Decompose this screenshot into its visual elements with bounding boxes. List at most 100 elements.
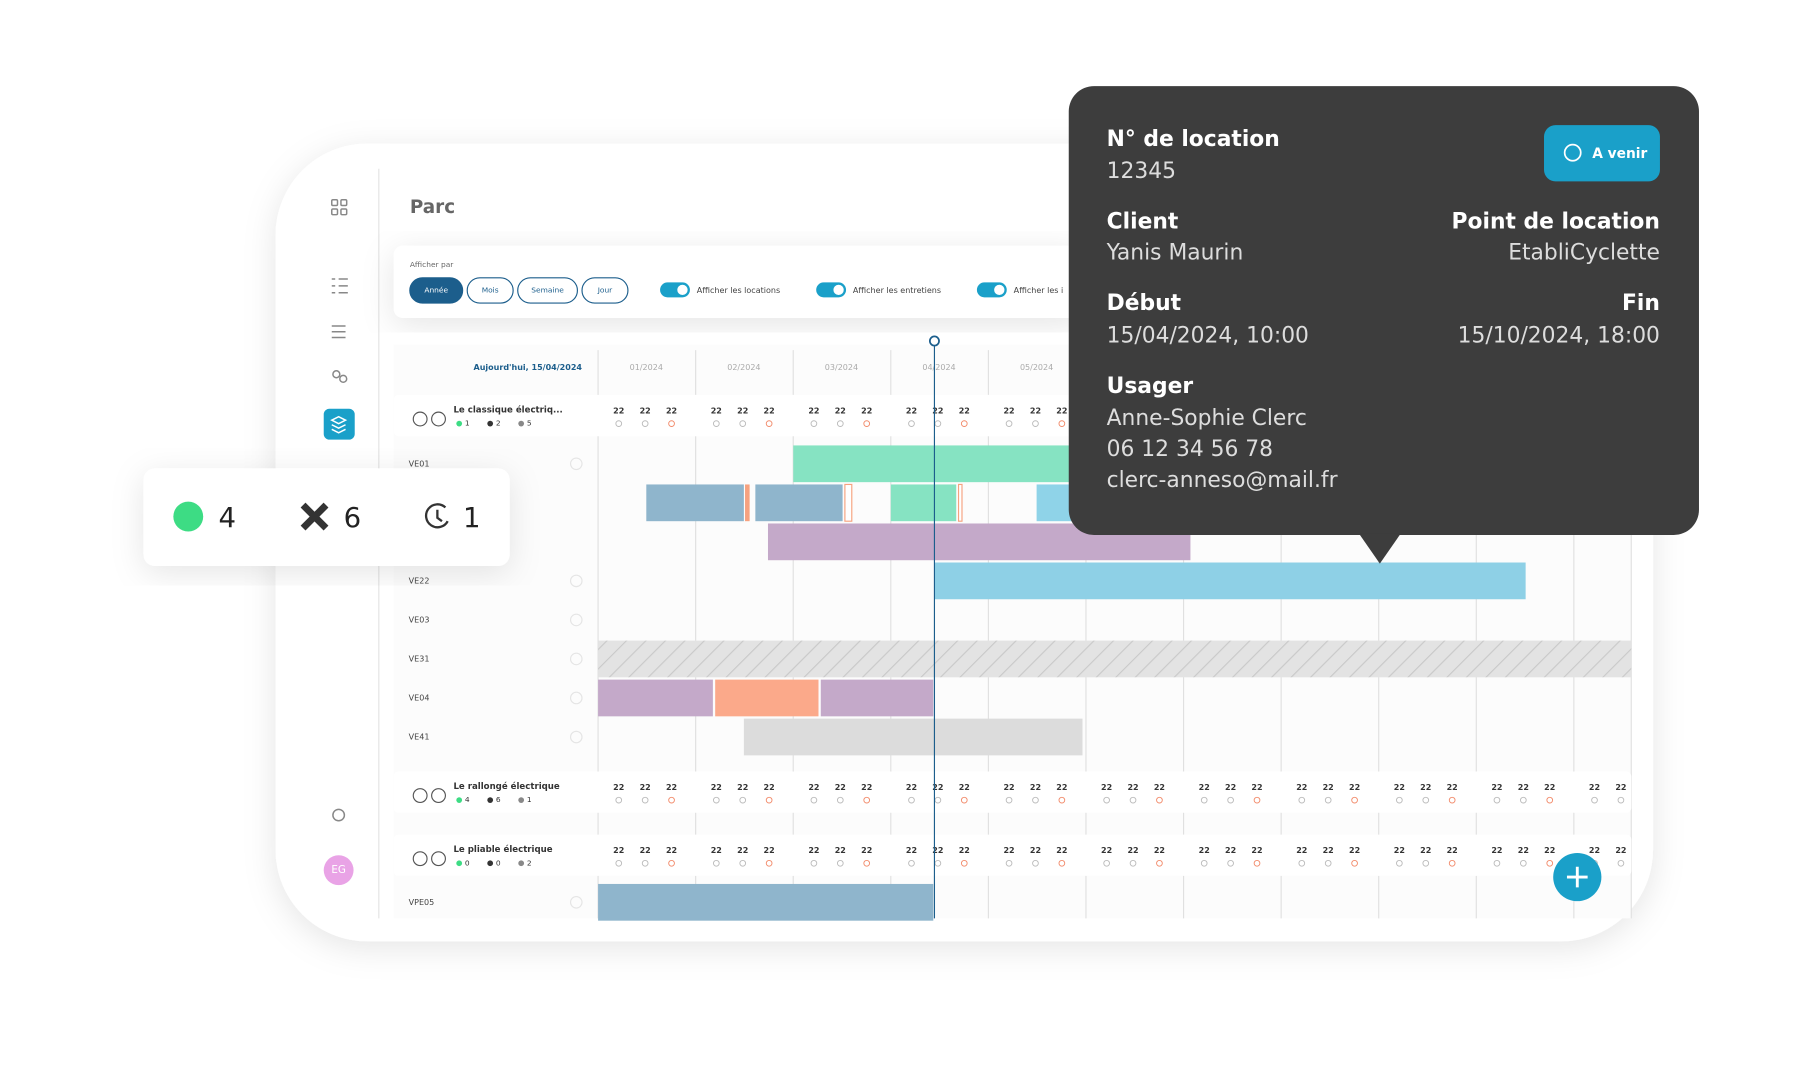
booking-bar[interactable] <box>934 562 1526 600</box>
day-icon <box>1032 796 1039 804</box>
day-icon <box>1546 796 1554 804</box>
tooltip-client-label: Client <box>1107 210 1179 235</box>
booking-bar[interactable] <box>743 718 1083 756</box>
day-icon <box>615 859 623 867</box>
toggle-label: Afficher les i <box>1014 286 1064 295</box>
day-icon <box>1129 859 1137 867</box>
bike-icon <box>412 851 428 867</box>
day-icon <box>1253 859 1261 867</box>
day-icon <box>1493 859 1501 867</box>
month-label: 02/2024 <box>727 363 760 372</box>
day-number: 22 <box>613 846 624 855</box>
day-number: 22 <box>1296 846 1307 855</box>
view-button[interactable] <box>409 277 464 304</box>
avatar[interactable]: EG <box>331 864 346 876</box>
group-count: 5 <box>527 419 532 428</box>
day-icon <box>908 859 915 867</box>
row-label: VE04 <box>409 693 430 702</box>
booking-bar[interactable] <box>598 679 713 717</box>
group-count: 1 <box>465 419 470 428</box>
day-number: 22 <box>932 406 943 415</box>
day-number: 22 <box>1225 846 1236 855</box>
day-number: 22 <box>640 406 651 415</box>
booking-bar[interactable] <box>957 483 963 522</box>
booking-bar[interactable] <box>844 483 853 522</box>
day-icon <box>668 796 675 804</box>
tooltip-rental-label: N° de location <box>1107 127 1280 152</box>
day-number: 22 <box>737 406 748 415</box>
day-icon <box>712 859 720 867</box>
day-number: 22 <box>959 846 970 855</box>
day-number: 22 <box>835 846 846 855</box>
day-icon <box>1422 796 1430 804</box>
day-icon <box>668 859 675 867</box>
day-number: 22 <box>1056 406 1067 415</box>
row-chevron <box>569 457 583 471</box>
day-icon <box>1448 859 1456 867</box>
day-number: 22 <box>1127 846 1138 855</box>
booking-bar[interactable] <box>890 484 957 522</box>
day-icon <box>1032 420 1039 427</box>
tooltip-rental-number: 12345 <box>1107 159 1176 184</box>
day-icon <box>1005 796 1013 804</box>
day-icon <box>960 859 968 867</box>
booking-bar[interactable] <box>715 679 819 717</box>
month-label: 01/2024 <box>630 363 663 372</box>
tooltip-location: EtabliCyclette <box>1508 241 1660 266</box>
day-number: 22 <box>861 406 872 415</box>
booking-bar[interactable] <box>755 484 843 522</box>
day-icon <box>712 420 720 427</box>
day-icon <box>739 796 747 804</box>
day-number: 22 <box>613 406 624 415</box>
day-number: 22 <box>1323 783 1334 792</box>
booking-bar[interactable] <box>598 640 1632 678</box>
day-number: 22 <box>959 783 970 792</box>
day-icon <box>739 420 747 427</box>
row-chevron <box>569 691 583 705</box>
count-icon <box>518 797 525 804</box>
day-number: 22 <box>835 783 846 792</box>
day-number: 22 <box>711 406 722 415</box>
group-row <box>393 834 1632 876</box>
day-number: 22 <box>737 783 748 792</box>
day-number: 22 <box>861 846 872 855</box>
day-number: 22 <box>711 783 722 792</box>
view-button[interactable] <box>517 277 578 304</box>
status-badge[interactable] <box>1544 125 1660 182</box>
day-number: 22 <box>1394 783 1405 792</box>
day-icon <box>1422 859 1430 867</box>
day-icon <box>1396 796 1403 804</box>
tooltip-end-label: Fin <box>1622 291 1660 316</box>
day-number: 22 <box>1127 783 1138 792</box>
day-number: 22 <box>1225 783 1236 792</box>
bike-icon <box>431 411 446 427</box>
day-number: 22 <box>1447 783 1458 792</box>
view-button[interactable] <box>581 277 629 304</box>
group-count: 0 <box>496 858 501 867</box>
row-label: VE22 <box>409 576 430 585</box>
day-icon <box>1032 859 1039 867</box>
day-icon <box>836 796 844 804</box>
day-number: 22 <box>1296 783 1307 792</box>
day-icon <box>712 796 720 804</box>
month-label: 05/2024 <box>1020 363 1053 372</box>
row-label: VE01 <box>409 459 430 468</box>
day-number: 22 <box>1491 783 1502 792</box>
day-number: 22 <box>1447 846 1458 855</box>
booking-bar[interactable] <box>646 484 744 522</box>
display-by-label: Afficher par <box>410 260 454 269</box>
booking-bar[interactable] <box>793 445 1080 483</box>
day-number: 22 <box>764 406 775 415</box>
view-button[interactable] <box>466 277 514 304</box>
booking-bar[interactable] <box>745 484 750 522</box>
booking-bar[interactable] <box>820 679 934 717</box>
day-icon <box>641 859 649 867</box>
summary-card <box>143 468 510 566</box>
day-number: 22 <box>1199 783 1210 792</box>
tooltip-client: Yanis Maurin <box>1106 241 1244 266</box>
day-number: 22 <box>808 406 819 415</box>
day-icon <box>836 859 844 867</box>
toggle-label: Afficher les entretiens <box>853 286 941 295</box>
day-icon <box>1324 859 1332 867</box>
booking-bar[interactable] <box>598 883 934 921</box>
